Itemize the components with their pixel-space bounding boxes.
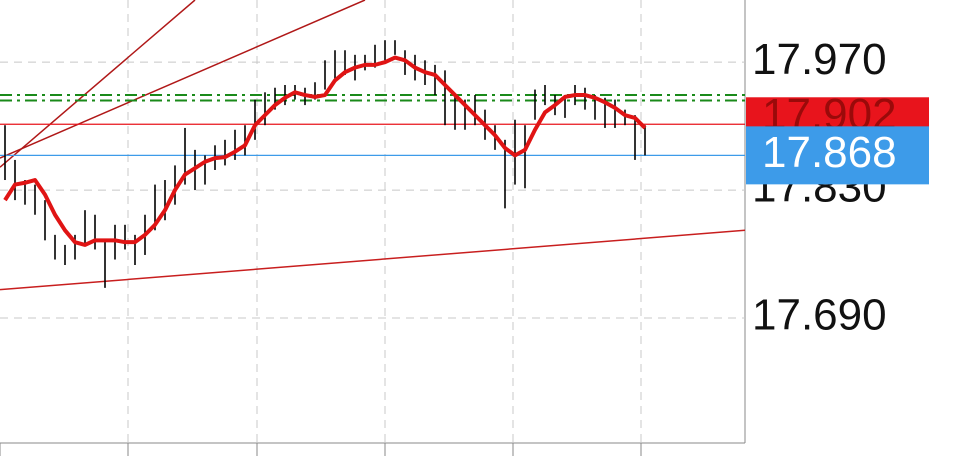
- trend-line: [0, 0, 196, 168]
- vertical-grid: [127, 0, 642, 443]
- y-tick-label: 17.970: [752, 35, 887, 84]
- trend-line: [0, 0, 366, 159]
- moving-average: [3, 55, 647, 247]
- price-tag-label: 17.868: [762, 128, 897, 177]
- price-tag: [746, 97, 929, 130]
- x-axis-ticks: [0, 443, 642, 456]
- price-tag: [746, 126, 929, 185]
- y-tick-label: 17.690: [752, 291, 887, 340]
- trend-line: [0, 229, 746, 291]
